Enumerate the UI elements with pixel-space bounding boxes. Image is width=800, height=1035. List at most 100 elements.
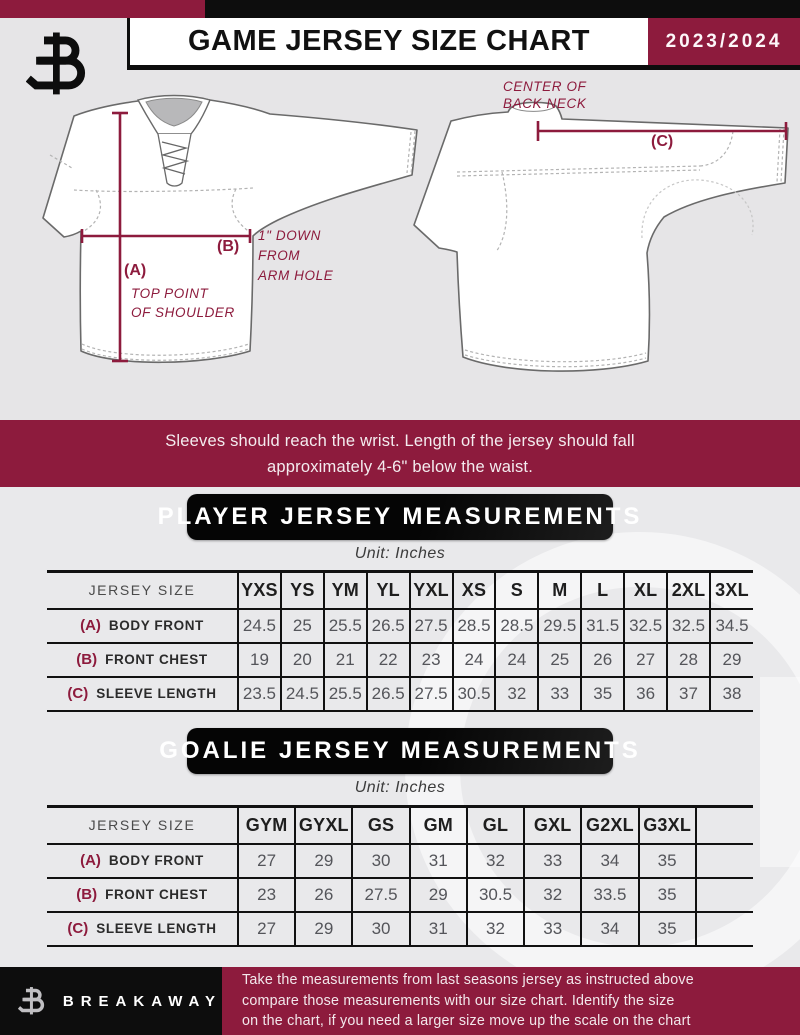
footer-instructions: Take the measurements from last seasons … [222, 967, 800, 1035]
measurement-lines [80, 111, 788, 363]
measurement-cell: 25.5 [322, 608, 367, 643]
row-label: (A) BODY FRONT [80, 616, 204, 634]
arm-hole-note: 1" DOWN FROM ARM HOLE [258, 228, 334, 283]
measurement-cell: 25 [279, 608, 324, 643]
measurement-cell: 33 [523, 843, 582, 878]
size-column-header: YXS [237, 571, 281, 609]
measurement-cell: 27.5 [408, 676, 453, 711]
measurement-cell: 30 [351, 911, 410, 946]
measurement-cell: 27.5 [408, 608, 453, 643]
measurement-cell: 31.5 [580, 608, 625, 643]
measurement-cell: 33 [537, 676, 582, 711]
title-box: GAME JERSEY SIZE CHART [127, 18, 648, 65]
measurement-cell: 23 [236, 877, 296, 912]
measurement-cell: 32.5 [666, 608, 710, 643]
measurement-cell: 35 [580, 676, 625, 711]
title-bar: GAME JERSEY SIZE CHART 2023/2024 [127, 18, 800, 70]
measurement-row: (C) SLEEVE LENGTH 23.5 24.5 25.5 26.5 27.5 30.5… [47, 676, 753, 711]
measurement-cell: 22 [365, 642, 410, 677]
measurement-cell: 24.5 [237, 608, 281, 643]
measurement-cell: 33.5 [580, 877, 639, 912]
size-column-header: GYXL [294, 806, 353, 844]
size-column-header: GXL [523, 806, 582, 844]
measurement-cell [694, 877, 753, 912]
measurement-cell: 32 [494, 676, 539, 711]
measurement-cell: 19 [237, 642, 281, 677]
measurement-cell: 25.5 [322, 676, 367, 711]
measurement-cell: 23 [408, 642, 453, 677]
size-column-header: M [537, 571, 582, 609]
measurement-cell: 24 [451, 642, 496, 677]
size-column-header: 3XL [708, 571, 753, 609]
player-unit-label: Unit: Inches [354, 545, 446, 562]
measurement-cell: 32 [465, 843, 525, 878]
player-measurements-banner: PLAYER JERSEY MEASUREMENTS [158, 494, 639, 540]
player-size-table: JERSEY SIZE YXS YS YM YL YXL XS S M L XL 2XL 3XL (A) B… [47, 570, 753, 712]
measurement-row: (B) FRONT CHEST 23 26 27.5 29 30.5 32 33.5 35 [47, 877, 753, 912]
footer: BREAKAWAY Take the measurements from las… [0, 967, 800, 1035]
measurement-row: (B) FRONT CHEST 19 20 21 22 23 24 24 25 26 27 28 29 [47, 642, 753, 677]
measurement-cell: 34.5 [708, 608, 753, 643]
measurement-cell: 28.5 [451, 608, 496, 643]
season-badge: 2023/2024 [648, 18, 800, 65]
goalie-measurements-banner: GOALIE JERSEY MEASUREMENTS [159, 728, 638, 774]
measurement-cell: 27 [623, 642, 668, 677]
measurement-cell: 21 [322, 642, 367, 677]
size-column-header: L [580, 571, 625, 609]
fit-notice-banner: Sleeves should reach the wrist. Length o… [0, 420, 800, 487]
footer-brand: BREAKAWAY [0, 967, 222, 1035]
back-jersey-diagram [413, 101, 789, 372]
measurement-cell: 36 [623, 676, 668, 711]
measurement-cell: 28.5 [494, 608, 539, 643]
size-column-header: GL [465, 806, 525, 844]
size-column-header: GM [408, 806, 467, 844]
size-column-header: YS [279, 571, 324, 609]
measurement-cell: 27 [236, 843, 296, 878]
top-strip-black-segment [205, 0, 800, 18]
measurement-cell: 30.5 [451, 676, 496, 711]
measurement-cell: 28 [666, 642, 710, 677]
measurement-cell: 31 [408, 843, 467, 878]
measurement-cell: 30.5 [465, 877, 525, 912]
measurement-cell: 29 [708, 642, 753, 677]
row-label: (C) SLEEVE LENGTH [67, 919, 217, 937]
measurement-cell: 27.5 [351, 877, 410, 912]
measurement-cell: 29 [408, 877, 467, 912]
watermark-bar [760, 677, 800, 867]
top-strip-maroon-segment [0, 0, 205, 18]
measurement-cell: 26 [580, 642, 625, 677]
measurement-cell: 35 [637, 877, 696, 912]
measurement-cell: 38 [708, 676, 753, 711]
measurement-cell: 33 [523, 911, 582, 946]
measurement-cell: 23.5 [237, 676, 281, 711]
marker-c-label: (C) [651, 133, 674, 150]
measurement-cell: 29 [294, 911, 353, 946]
goalie-unit-label: Unit: Inches [354, 779, 446, 796]
measurement-cell: 24 [494, 642, 539, 677]
season-label: 2023/2024 [665, 30, 783, 52]
measurement-row: (A) BODY FRONT 27 29 30 31 32 33 34 35 [47, 843, 753, 878]
jersey-diagrams [42, 94, 789, 372]
size-column-header: GS [351, 806, 410, 844]
row-label: (B) FRONT CHEST [76, 650, 208, 668]
front-jersey-diagram [42, 94, 418, 364]
marker-a-label: (A) [124, 262, 147, 279]
hero-section: GAME JERSEY SIZE CHART 2023/2024 [0, 18, 800, 420]
measurement-cell: 20 [279, 642, 324, 677]
size-column-header: XL [623, 571, 668, 609]
measurement-cell: 34 [580, 843, 639, 878]
measurement-row: (A) BODY FRONT 24.5 25 25.5 26.5 27.5 28.5 28.5 2… [47, 608, 753, 643]
measurement-cell: 25 [537, 642, 582, 677]
size-column-header: GYM [236, 806, 296, 844]
measurement-cell: 31 [408, 911, 467, 946]
row-label: (A) BODY FRONT [80, 851, 204, 869]
measurement-cell: 34 [580, 911, 639, 946]
row-label: (B) FRONT CHEST [76, 885, 208, 903]
measurement-cell: 26.5 [365, 676, 410, 711]
center-of-back-neck-note: CENTER OF BACK NECK [503, 79, 587, 111]
jersey-size-header: JERSEY SIZE [88, 582, 196, 599]
size-column-header: G3XL [637, 806, 696, 844]
page-title: GAME JERSEY SIZE CHART [187, 25, 591, 57]
top-accent-strip [0, 0, 800, 18]
